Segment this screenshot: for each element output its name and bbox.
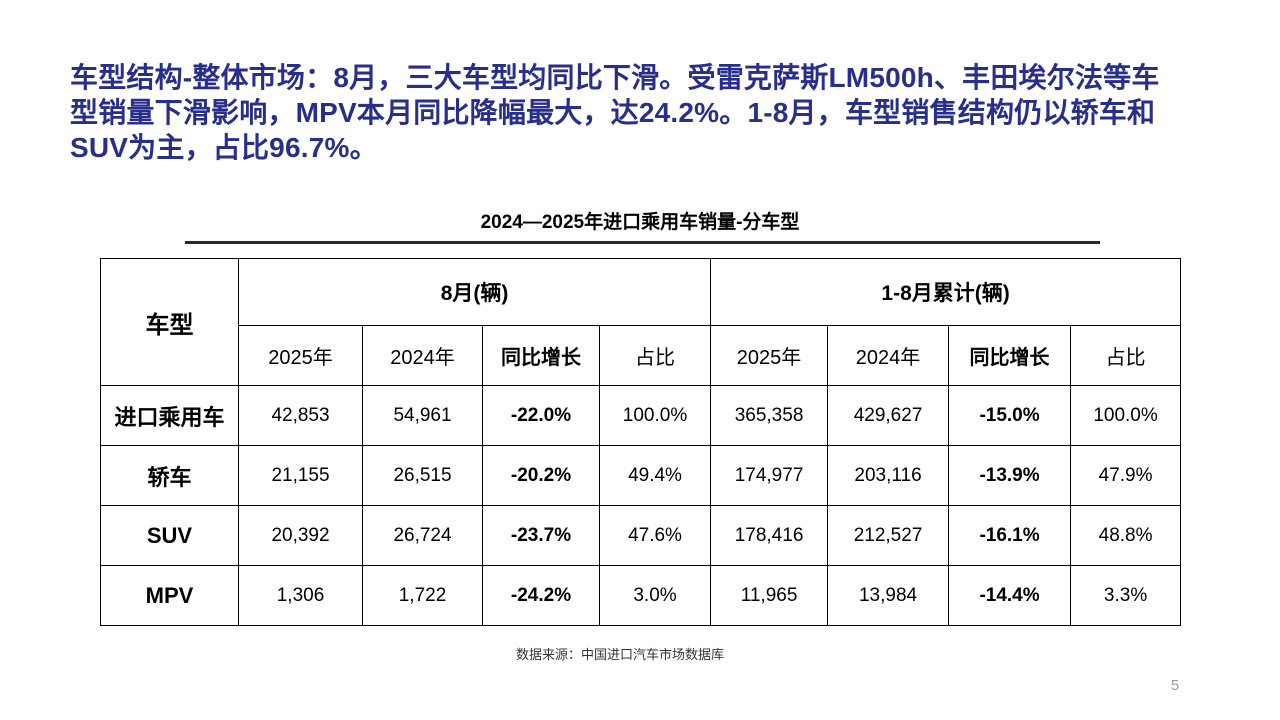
row-label: SUV [100, 505, 239, 566]
page-number: 5 [1170, 677, 1180, 694]
title-underline [185, 241, 1100, 244]
headline-line: SUV为主，占比96.7%。 [70, 132, 378, 163]
table-cell: 1,306 [238, 565, 363, 626]
row-label: MPV [100, 565, 239, 626]
table-cell: -16.1% [948, 505, 1072, 566]
table-cell: 3.3% [1070, 565, 1182, 626]
table-cell: 3.0% [598, 565, 712, 626]
table-cell: 47.6% [598, 505, 712, 566]
col-header-share-ytd: 占比 [1070, 325, 1182, 386]
table-cell: 212,527 [827, 505, 950, 566]
table-cell: -20.2% [482, 445, 600, 506]
table-cell: 11,965 [710, 565, 829, 626]
col-header-2024-ytd: 2024年 [827, 325, 950, 386]
row-label: 进口乘用车 [100, 385, 239, 446]
table-cell: 174,977 [710, 445, 829, 506]
table-row-sedan: 轿车 21,155 26,515 -20.2% 49.4% 174,977 20… [100, 445, 1182, 506]
source-note: 数据来源：中国进口汽车市场数据库 [515, 647, 724, 662]
col-header-share-aug: 占比 [598, 325, 712, 386]
table-row-mpv: MPV 1,306 1,722 -24.2% 3.0% 11,965 13,98… [100, 565, 1182, 626]
table-cell: 178,416 [710, 505, 829, 566]
table-cell: 48.8% [1070, 505, 1182, 566]
table-cell: 203,116 [827, 445, 950, 506]
table-cell: 49.4% [598, 445, 712, 506]
row-label: 轿车 [100, 445, 239, 506]
header-group-row: 车型 8月(辆) 1-8月累计(辆) [100, 258, 1182, 386]
table-cell: 365,358 [710, 385, 829, 446]
table-cell: -14.4% [948, 565, 1072, 626]
table-cell: 100.0% [598, 385, 712, 446]
table-cell: -15.0% [948, 385, 1072, 446]
table-cell: -23.7% [482, 505, 600, 566]
table-cell: 429,627 [827, 385, 950, 446]
col-header-2025-ytd: 2025年 [710, 325, 829, 386]
table-cell: 54,961 [362, 385, 483, 446]
table-cell: 20,392 [238, 505, 363, 566]
col-header-2025-aug: 2025年 [238, 325, 363, 386]
col-header-vehicle-type: 车型 [100, 258, 239, 386]
col-header-yoy-aug: 同比增长 [482, 325, 600, 386]
headline-line: 型销量下滑影响，MPV本月同比降幅最大，达24.2%。1-8月，车型销售结构仍以… [70, 97, 1156, 128]
table-cell: 47.9% [1070, 445, 1182, 506]
table-cell: 26,724 [362, 505, 483, 566]
col-group-ytd: 1-8月累计(辆) [710, 258, 1182, 326]
table-row-suv: SUV 20,392 26,724 -23.7% 47.6% 178,416 2… [100, 505, 1182, 566]
table-cell: -22.0% [482, 385, 600, 446]
sales-by-type-table: 车型 8月(辆) 1-8月累计(辆) 2025年 2024年 同比增长 占比 2… [100, 258, 1182, 626]
table-cell: 100.0% [1070, 385, 1182, 446]
col-header-yoy-ytd: 同比增长 [948, 325, 1072, 386]
table-row-total: 进口乘用车 42,853 54,961 -22.0% 100.0% 365,35… [100, 385, 1182, 446]
table-cell: 1,722 [362, 565, 483, 626]
table-title: 2024—2025年进口乘用车销量-分车型 [480, 212, 800, 233]
col-group-august: 8月(辆) [237, 258, 712, 326]
table-cell: 21,155 [238, 445, 363, 506]
table-cell: -13.9% [948, 445, 1072, 506]
headline-line: 车型结构-整体市场：8月，三大车型均同比下滑。受雷克萨斯LM500h、丰田埃尔法… [70, 62, 1160, 93]
table-cell: 42,853 [238, 385, 363, 446]
headline: 车型结构-整体市场：8月，三大车型均同比下滑。受雷克萨斯LM500h、丰田埃尔法… [70, 60, 1230, 165]
table-cell: -24.2% [482, 565, 600, 626]
header-sub-row: 2025年 2024年 同比增长 占比 2025年 2024年 同比增长 占比 [101, 325, 1182, 386]
col-header-2024-aug: 2024年 [362, 325, 483, 386]
table-cell: 26,515 [362, 445, 483, 506]
table-cell: 13,984 [827, 565, 950, 626]
